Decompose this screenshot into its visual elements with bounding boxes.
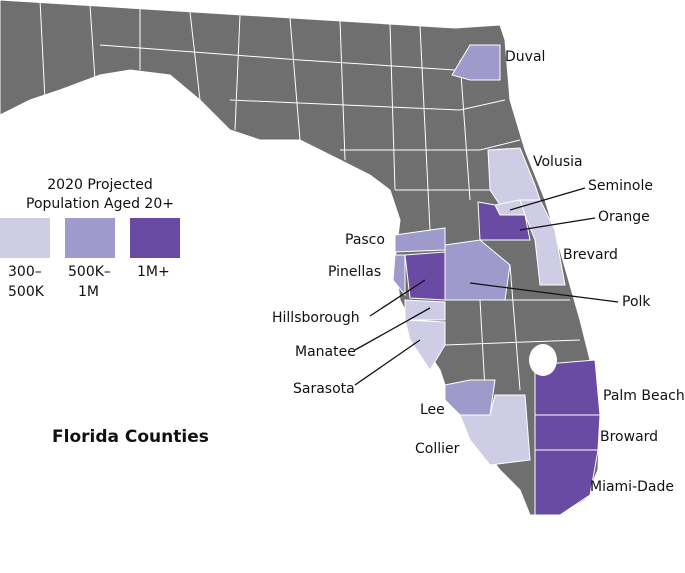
legend-swatch	[130, 218, 180, 258]
county-label: Pinellas	[328, 264, 381, 280]
county-label: Collier	[415, 441, 460, 457]
county-label: Polk	[622, 294, 651, 310]
county-area	[392, 254, 406, 297]
county-label: Volusia	[533, 154, 583, 170]
legend-label: 300–	[8, 264, 42, 280]
lake-okeechobee	[529, 344, 557, 376]
legend-label: 1M	[78, 284, 99, 300]
county-area	[459, 394, 531, 466]
county-label: Seminole	[588, 178, 653, 194]
county-label: Manatee	[295, 344, 356, 360]
legend-swatch	[0, 218, 50, 258]
county-label: Lee	[420, 402, 445, 418]
legend-title: Population Aged 20+	[26, 196, 174, 212]
county-label: Miami-Dade	[590, 479, 674, 495]
legend-label: 500K–	[68, 264, 111, 280]
county-label: Brevard	[563, 247, 618, 263]
county-area	[451, 44, 501, 81]
map-title: Florida Counties	[52, 427, 209, 447]
county-area	[404, 319, 446, 371]
county-area	[534, 414, 601, 451]
county-area	[404, 251, 446, 301]
leader-lines	[354, 187, 619, 386]
county-area	[519, 199, 566, 286]
county-area	[444, 379, 496, 416]
county-area	[404, 299, 446, 321]
county-label: Duval	[505, 49, 545, 65]
county-area	[444, 239, 511, 301]
legend-swatch	[65, 218, 115, 258]
county-label: Palm Beach	[603, 388, 685, 404]
county-label: Hillsborough	[272, 310, 360, 326]
county-label: Broward	[600, 429, 658, 445]
legend-title: 2020 Projected	[47, 177, 152, 193]
county-label: Pasco	[345, 232, 385, 248]
county-area	[534, 449, 599, 516]
legend-label: 1M+	[137, 264, 170, 280]
county-label: Sarasota	[293, 381, 355, 397]
county-label: Orange	[598, 209, 650, 225]
county-borders	[39, 0, 581, 391]
legend-label: 500K	[8, 284, 45, 300]
